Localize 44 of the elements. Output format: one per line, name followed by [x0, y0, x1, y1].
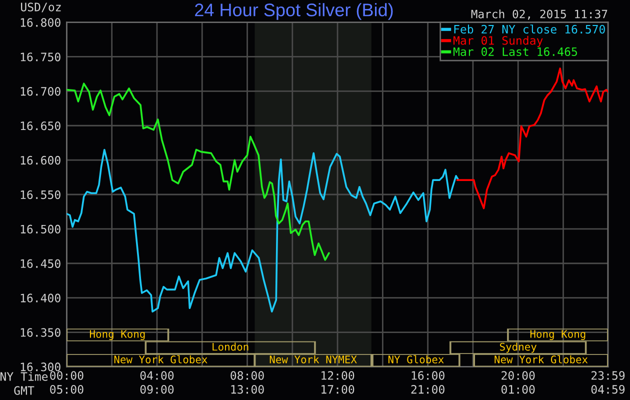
- y-tick-label: 16.300: [20, 362, 60, 372]
- chart-subtitle: March 02, 2015 11:37: [471, 10, 608, 20]
- series-label: New York NYMEX: [270, 355, 357, 364]
- y-tick-label: 16.500: [20, 224, 60, 234]
- x-tick-label: 23:59: [592, 371, 625, 380]
- series-label: NY Globex: [388, 355, 444, 364]
- x2-tick-label: 01:00: [501, 385, 535, 394]
- x2-tick-label: 09:00: [140, 385, 174, 394]
- y-axis-title: USD/oz: [21, 2, 61, 12]
- y-tick-label: 16.700: [20, 87, 60, 96]
- y-tick-label: 16.650: [20, 121, 60, 130]
- y-tick-label: 16.450: [20, 259, 60, 268]
- series-label: New York Globex: [114, 355, 208, 364]
- x2-tick-label: 21:00: [411, 385, 444, 394]
- legend-label: Feb 27 NY close 16.570: [454, 24, 605, 34]
- legend-label: Mar 02 Last 16.465: [453, 47, 578, 56]
- x-tick-label: 04:00: [140, 371, 174, 380]
- series-label: London: [212, 342, 248, 351]
- x-tick-label: 12:00: [322, 371, 354, 380]
- line-series: [456, 68, 608, 210]
- series-label: Sydney: [500, 342, 537, 353]
- y-tick-label: 16.350: [20, 328, 60, 337]
- chart-title: 24 Hour Spot Silver (Bid): [195, 3, 393, 20]
- line-series: [66, 82, 330, 261]
- line-series: [66, 148, 460, 312]
- x2-axis-title: GMT: [14, 386, 34, 395]
- y-tick-label: 16.400: [20, 294, 60, 302]
- series-label: Hong Kong: [90, 330, 145, 340]
- legend-label: Mar 01 Sunday: [453, 36, 543, 48]
- x-axis-title: NY Time: [0, 372, 48, 381]
- x-tick-label: 16:00: [412, 371, 444, 380]
- y-tick-label: 16.600: [20, 156, 60, 165]
- x2-tick-label: 17:00: [322, 385, 354, 394]
- y-tick-label: 16.550: [20, 190, 60, 200]
- series-label: Hong Kong: [530, 330, 586, 340]
- x-tick-label: 00:00: [50, 371, 84, 380]
- y-tick-label: 16.800: [20, 18, 60, 27]
- series-label: New York Globex: [494, 355, 588, 364]
- x2-tick-label: 13:00: [231, 385, 264, 394]
- y-tick-label: 16.750: [20, 52, 60, 62]
- x2-tick-label: 04:59: [591, 385, 625, 394]
- x-tick-label: 08:00: [230, 371, 264, 380]
- x2-tick-label: 05:00: [50, 385, 84, 394]
- x-tick-label: 20:00: [502, 371, 535, 380]
